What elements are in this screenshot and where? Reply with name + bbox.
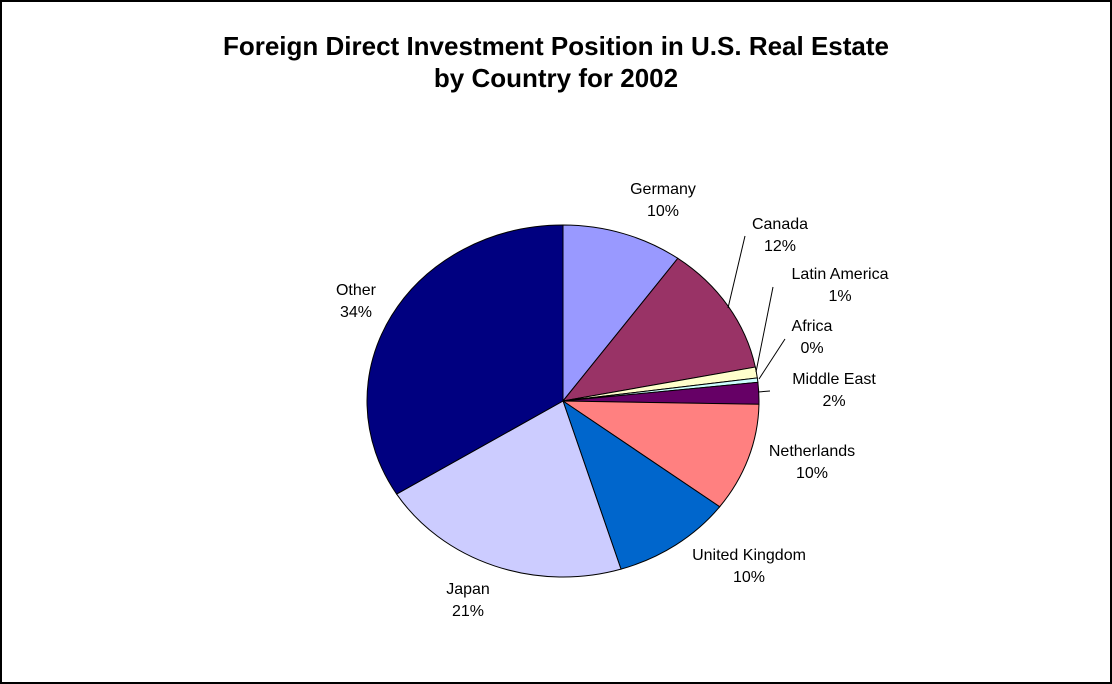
- pie-slice: [395, 400, 622, 578]
- chart-title: Foreign Direct Investment Position in U.…: [223, 31, 889, 61]
- leader-line: [727, 235, 746, 309]
- pie-slice: [366, 224, 564, 495]
- pie-slice: [562, 399, 721, 570]
- leader-line: [755, 286, 774, 373]
- slice-value-label: 2%: [822, 393, 845, 410]
- slice-label: Africa: [792, 318, 833, 335]
- pie-slice: [561, 400, 760, 508]
- leader-line: [757, 390, 771, 393]
- slice-value-label: 10%: [733, 569, 765, 586]
- leader-line: [758, 338, 786, 380]
- slice-label: United Kingdom: [692, 547, 806, 564]
- slice-value-label: 10%: [796, 465, 828, 482]
- slice-value-label: 10%: [647, 203, 679, 220]
- slice-value-label: 21%: [452, 603, 484, 620]
- slice-label: Other: [336, 282, 377, 299]
- slice-value-label: 34%: [340, 304, 372, 321]
- slice-label: Canada: [752, 216, 808, 233]
- slice-label: Middle East: [792, 371, 876, 388]
- slice-value-label: 1%: [828, 288, 851, 305]
- slice-label: Latin America: [792, 266, 889, 283]
- slice-value-label: 12%: [764, 238, 796, 255]
- chart-title: by Country for 2002: [434, 63, 678, 93]
- pie-slice: [562, 224, 679, 403]
- slice-label: Germany: [630, 181, 696, 198]
- slice-value-label: 0%: [800, 340, 823, 357]
- slice-label: Netherlands: [769, 443, 855, 460]
- slice-label: Japan: [446, 581, 490, 598]
